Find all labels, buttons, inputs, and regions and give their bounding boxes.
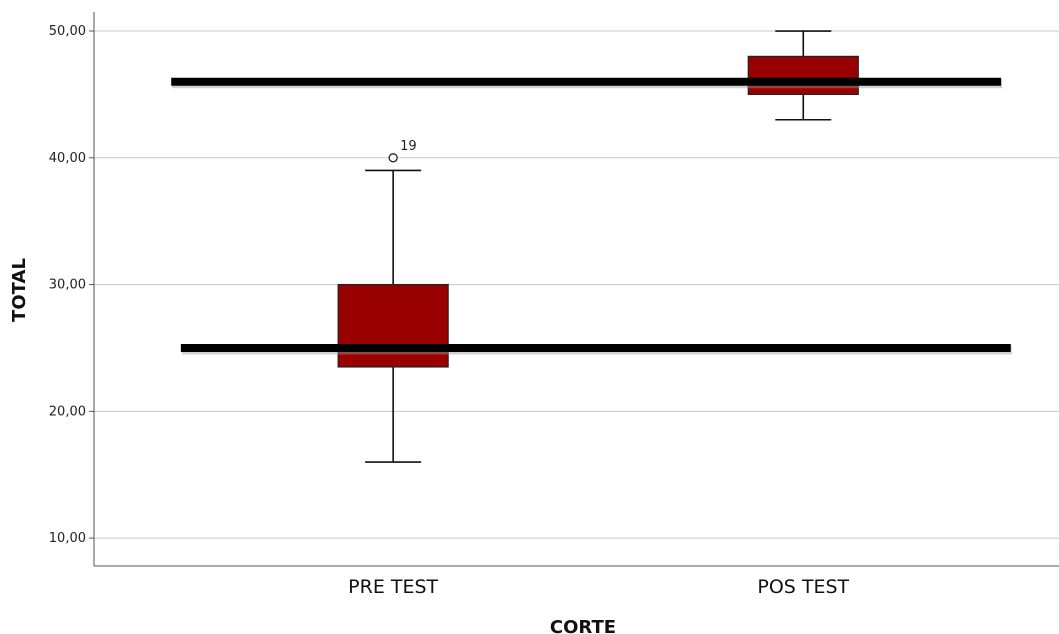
box-pre-test: 19 bbox=[337, 139, 449, 463]
y-tick-label: 50,00 bbox=[49, 24, 86, 39]
box-series: 19 bbox=[337, 30, 859, 463]
y-axis-title: TOTAL bbox=[9, 258, 30, 322]
outlier-label: 19 bbox=[400, 139, 417, 154]
y-tick-label: 30,00 bbox=[49, 278, 86, 293]
gridlines bbox=[94, 30, 1059, 539]
y-tick-label: 40,00 bbox=[49, 151, 86, 166]
x-category-label: POS TEST bbox=[757, 576, 849, 598]
y-tick-label: 10,00 bbox=[49, 531, 86, 546]
outlier-marker bbox=[388, 153, 398, 163]
y-tick-label: 20,00 bbox=[49, 404, 86, 419]
x-axis-title: CORTE bbox=[550, 617, 616, 634]
y-axis-ticks: 10,00 20,00 30,00 40,00 50,00 bbox=[49, 24, 94, 546]
iqr-box bbox=[747, 55, 859, 96]
x-category-label: PRE TEST bbox=[348, 576, 438, 598]
box-pos-test bbox=[747, 30, 859, 121]
x-axis-categories: PRE TEST POS TEST bbox=[348, 576, 849, 598]
iqr-box bbox=[337, 283, 449, 368]
reference-lines bbox=[171, 77, 1012, 355]
